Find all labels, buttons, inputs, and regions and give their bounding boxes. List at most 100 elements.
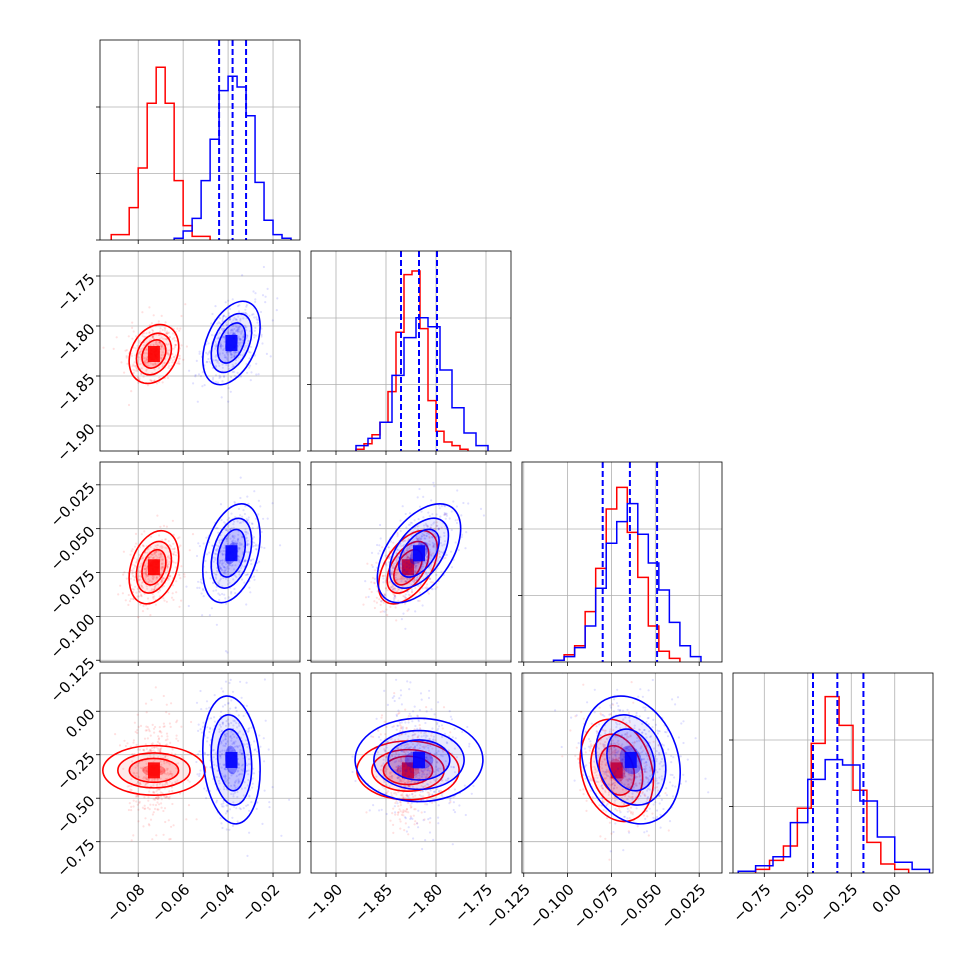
blue-point <box>232 825 234 827</box>
blue-point <box>265 296 267 298</box>
blue-point <box>222 705 224 707</box>
red-point <box>413 815 415 817</box>
blue-point <box>248 832 250 834</box>
x-tick-label-0-2: −0.04 <box>193 881 238 926</box>
blue-point <box>464 785 466 787</box>
red-point <box>392 824 394 826</box>
red-point <box>178 606 180 608</box>
blue-point <box>228 517 230 519</box>
red-point <box>172 520 174 522</box>
blue-point <box>252 313 254 315</box>
y-tick-label-1-2: −1.80 <box>53 320 98 365</box>
panel-frame <box>311 251 511 451</box>
red-point <box>137 616 139 618</box>
red-point <box>158 534 160 536</box>
blue-point <box>199 351 201 353</box>
blue-point <box>401 618 403 620</box>
red-point <box>403 829 405 831</box>
red-point <box>173 824 175 826</box>
blue-point <box>411 802 413 804</box>
blue-point <box>372 804 374 806</box>
blue-point <box>352 771 354 773</box>
red-point <box>149 614 151 616</box>
red-point <box>157 591 159 593</box>
blue-point <box>239 497 241 499</box>
blue-point <box>582 774 584 776</box>
red-point <box>189 781 191 783</box>
blue-point <box>220 687 222 689</box>
red-point <box>421 811 423 813</box>
panel-content-0-0 <box>100 40 300 240</box>
red-point <box>149 804 151 806</box>
red-point <box>151 838 153 840</box>
red-point <box>178 358 180 360</box>
blue-point <box>596 730 598 732</box>
red-point <box>131 322 133 324</box>
red-point <box>414 795 416 797</box>
red-point <box>127 604 129 606</box>
blue-point <box>248 315 250 317</box>
red-point <box>457 519 459 521</box>
red-point <box>168 332 170 334</box>
blue-point <box>246 304 248 306</box>
blue-point <box>211 607 213 609</box>
blue-point <box>451 566 453 568</box>
red-point <box>177 740 179 742</box>
red-point <box>425 706 427 708</box>
red-point <box>157 809 159 811</box>
y-tick-label-3-0: −0.75 <box>53 836 98 881</box>
red-point <box>170 702 172 704</box>
blue-point <box>429 515 431 517</box>
blue-point <box>288 799 290 801</box>
blue-point <box>257 319 259 321</box>
blue-point <box>200 708 202 710</box>
y-tick-label-2-3: −0.050 <box>47 522 99 574</box>
blue-point <box>428 690 430 692</box>
blue-point <box>248 367 250 369</box>
blue-point <box>214 305 216 307</box>
blue-point <box>424 839 426 841</box>
red-point <box>601 799 603 801</box>
blue-point <box>382 786 384 788</box>
blue-point <box>652 679 654 681</box>
blue-point <box>260 335 262 337</box>
blue-point <box>252 527 254 529</box>
red-point <box>133 330 135 332</box>
red-point <box>130 598 132 600</box>
blue-point <box>445 513 447 515</box>
blue-point <box>248 796 250 798</box>
blue-point <box>387 555 389 557</box>
blue-point <box>212 582 214 584</box>
blue-point <box>255 548 257 550</box>
red-point <box>188 804 190 806</box>
blue-point <box>424 811 426 813</box>
red-point <box>150 699 152 701</box>
blue-point <box>244 309 246 311</box>
blue-point <box>411 589 413 591</box>
red-point <box>171 786 173 788</box>
blue-point <box>707 791 709 793</box>
blue-point <box>412 837 414 839</box>
blue-point <box>221 593 223 595</box>
blue-point <box>613 698 615 700</box>
red-point <box>174 339 176 341</box>
red-point <box>138 726 140 728</box>
red-point <box>146 748 148 750</box>
blue-point <box>220 503 222 505</box>
y-tick-label-1-3: −1.75 <box>53 270 98 315</box>
blue-point <box>394 805 396 807</box>
blue-point <box>393 599 395 601</box>
red-point <box>414 808 416 810</box>
blue-point <box>259 505 261 507</box>
red-point <box>172 543 174 545</box>
blue-point <box>406 794 408 796</box>
red-point <box>176 362 178 364</box>
red-point <box>171 597 173 599</box>
red-point <box>589 749 591 751</box>
red-point <box>142 825 144 827</box>
red-point <box>609 822 611 824</box>
red-point <box>137 714 139 716</box>
blue-point <box>400 591 402 593</box>
blue-point <box>206 790 208 792</box>
blue-point <box>422 496 424 498</box>
